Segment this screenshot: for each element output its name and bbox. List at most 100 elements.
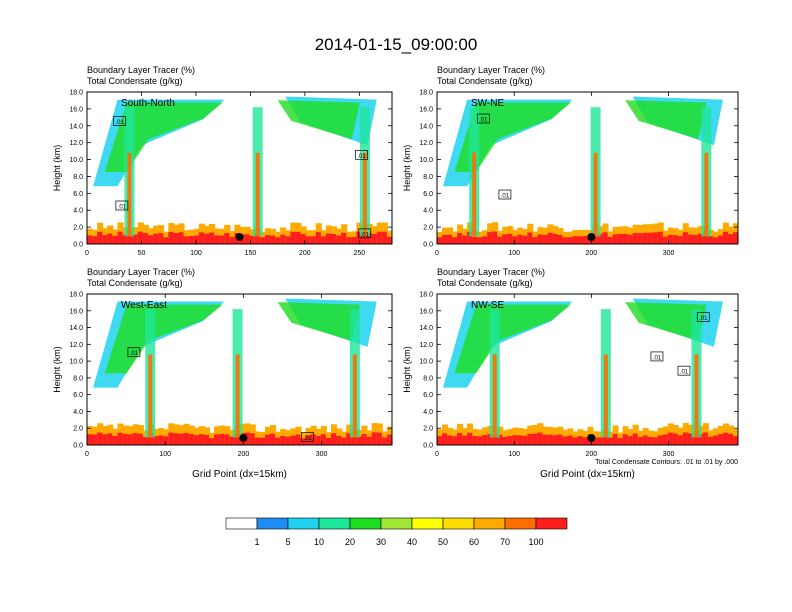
colorbar-cell	[473, 517, 506, 530]
contour-label: .01	[699, 316, 708, 322]
contour-label-box	[355, 149, 368, 160]
y-tick-label: 6.0	[73, 191, 83, 198]
y-tick-label: 18.0	[69, 292, 83, 299]
y-axis-label: Height (km)	[402, 145, 412, 192]
y-tick-label: 8.0	[73, 375, 83, 382]
y-tick-label: 18.0	[419, 90, 433, 97]
plot-frame	[436, 293, 739, 446]
figure-title: 2014-01-15_09:00:00	[315, 35, 478, 54]
panel-nw-se: 0.0 2.0 4.0 6.0 8.0 10.0 12.0 14.0 16.0 18.0 0 100 2…	[402, 267, 739, 480]
tracer-field	[87, 294, 392, 445]
x-tick-label: 300	[663, 250, 675, 257]
panel-sw-ne: 0.0 2.0 4.0 6.0 8.0 10.0 12.0 14.0 16.0 18.0 0 100 2…	[402, 65, 739, 257]
y-tick-label: 0.0	[423, 443, 433, 450]
subtitle-line1: Boundary Layer Tracer (%)	[437, 65, 545, 75]
y-tick-label: 6.0	[423, 191, 433, 198]
y-tick-label: 12.0	[69, 140, 83, 147]
y-tick-label: 0.0	[73, 242, 83, 249]
contour-label: .01	[361, 232, 370, 238]
tracer-field	[87, 92, 392, 244]
contour-label: .01	[653, 355, 662, 361]
y-tick-label: 2.0	[423, 426, 433, 433]
y-axis-label: Height (km)	[402, 346, 412, 393]
tracer-field	[437, 92, 738, 244]
contour-label: .01	[118, 205, 127, 211]
x-tick-label: 250	[353, 250, 365, 257]
contour-label-box	[696, 312, 710, 322]
y-tick-label: 14.0	[69, 123, 83, 130]
colorbar-cell	[411, 517, 444, 530]
location-marker	[239, 434, 248, 442]
plot-frame	[86, 91, 393, 245]
y-tick-label: 14.0	[419, 123, 433, 130]
contour-label-box	[301, 432, 314, 442]
y-tick-label: 4.0	[423, 409, 433, 416]
y-tick-label: 6.0	[423, 392, 433, 399]
y-tick-label: 2.0	[423, 225, 433, 232]
x-tick-label: 200	[586, 451, 598, 458]
x-tick-label: 100	[190, 250, 202, 257]
y-tick-label: 0.0	[73, 443, 83, 450]
panel-name: West-East	[121, 300, 167, 311]
y-tick-label: 10.0	[69, 157, 83, 164]
subtitle-line2: Total Condensate (g/kg)	[87, 278, 183, 288]
colorbar-cell	[256, 517, 289, 530]
location-marker	[587, 434, 596, 442]
tracer-field	[437, 294, 738, 445]
x-tick-label: 300	[663, 451, 675, 458]
colorbar-cell	[535, 517, 568, 530]
colorbar-cell	[380, 517, 413, 530]
x-tick-label: 200	[299, 250, 311, 257]
x-tick-label: 100	[159, 451, 171, 458]
x-tick-label: 0	[85, 250, 89, 257]
y-tick-label: 16.0	[419, 308, 433, 315]
colorbar-label: 1	[254, 537, 259, 547]
y-tick-label: 10.0	[419, 157, 433, 164]
contour-label-box	[115, 200, 129, 211]
contour-label-box	[127, 347, 141, 358]
y-tick-label: 2.0	[73, 426, 83, 433]
y-axis-label: Height (km)	[52, 145, 62, 192]
subtitle-line2: Total Condensate (g/kg)	[437, 76, 533, 86]
y-tick-label: 16.0	[419, 106, 433, 113]
y-tick-label: 18.0	[69, 90, 83, 97]
contour-label: .01	[303, 436, 312, 442]
y-tick-label: 14.0	[69, 325, 83, 332]
x-tick-label: 300	[316, 451, 328, 458]
y-tick-label: 12.0	[69, 342, 83, 349]
colorbar-label: 10	[314, 537, 324, 547]
contour-label-box	[650, 351, 664, 362]
panel-name: NW-SE	[471, 300, 504, 311]
y-tick-label: 10.0	[419, 359, 433, 366]
location-marker	[235, 233, 244, 241]
panel-west-east: 0.0 2.0 4.0 6.0 8.0 10.0 12.0 14.0 16.0 18.0 0 100 2…	[52, 267, 393, 480]
colorbar-label: 60	[469, 537, 479, 547]
location-marker	[587, 233, 596, 241]
subtitle-line2: Total Condensate (g/kg)	[87, 76, 183, 86]
y-axis-label: Height (km)	[52, 346, 62, 393]
x-axis-label: Grid Point (dx=15km)	[540, 469, 635, 480]
colorbar-label: 70	[500, 537, 510, 547]
contour-label-box	[358, 228, 372, 239]
contour-label: .01	[680, 370, 689, 376]
y-tick-label: 16.0	[69, 308, 83, 315]
colorbar-label: 100	[528, 537, 543, 547]
x-tick-label: 200	[586, 250, 598, 257]
contour-label: .01	[357, 154, 366, 160]
y-tick-label: 8.0	[423, 375, 433, 382]
colorbar-cell	[318, 517, 351, 530]
panel-south-north: 0.0 2.0 4.0 6.0 8.0 10.0 12.0 14.0 16.0 18.0 0 50 10…	[52, 65, 393, 257]
x-tick-label: 200	[238, 451, 250, 458]
contour-label-box	[476, 113, 490, 124]
y-tick-label: 14.0	[419, 325, 433, 332]
y-tick-label: 2.0	[73, 225, 83, 232]
contour-label: .01	[479, 118, 488, 124]
colorbar-label: 40	[407, 537, 417, 547]
contour-label-box	[677, 365, 691, 376]
y-tick-label: 8.0	[73, 174, 83, 181]
y-tick-label: 4.0	[423, 208, 433, 215]
plot-frame	[86, 293, 393, 446]
y-tick-label: 0.0	[423, 242, 433, 249]
colorbar-cell	[287, 517, 320, 530]
colorbar-label: 50	[438, 537, 448, 547]
